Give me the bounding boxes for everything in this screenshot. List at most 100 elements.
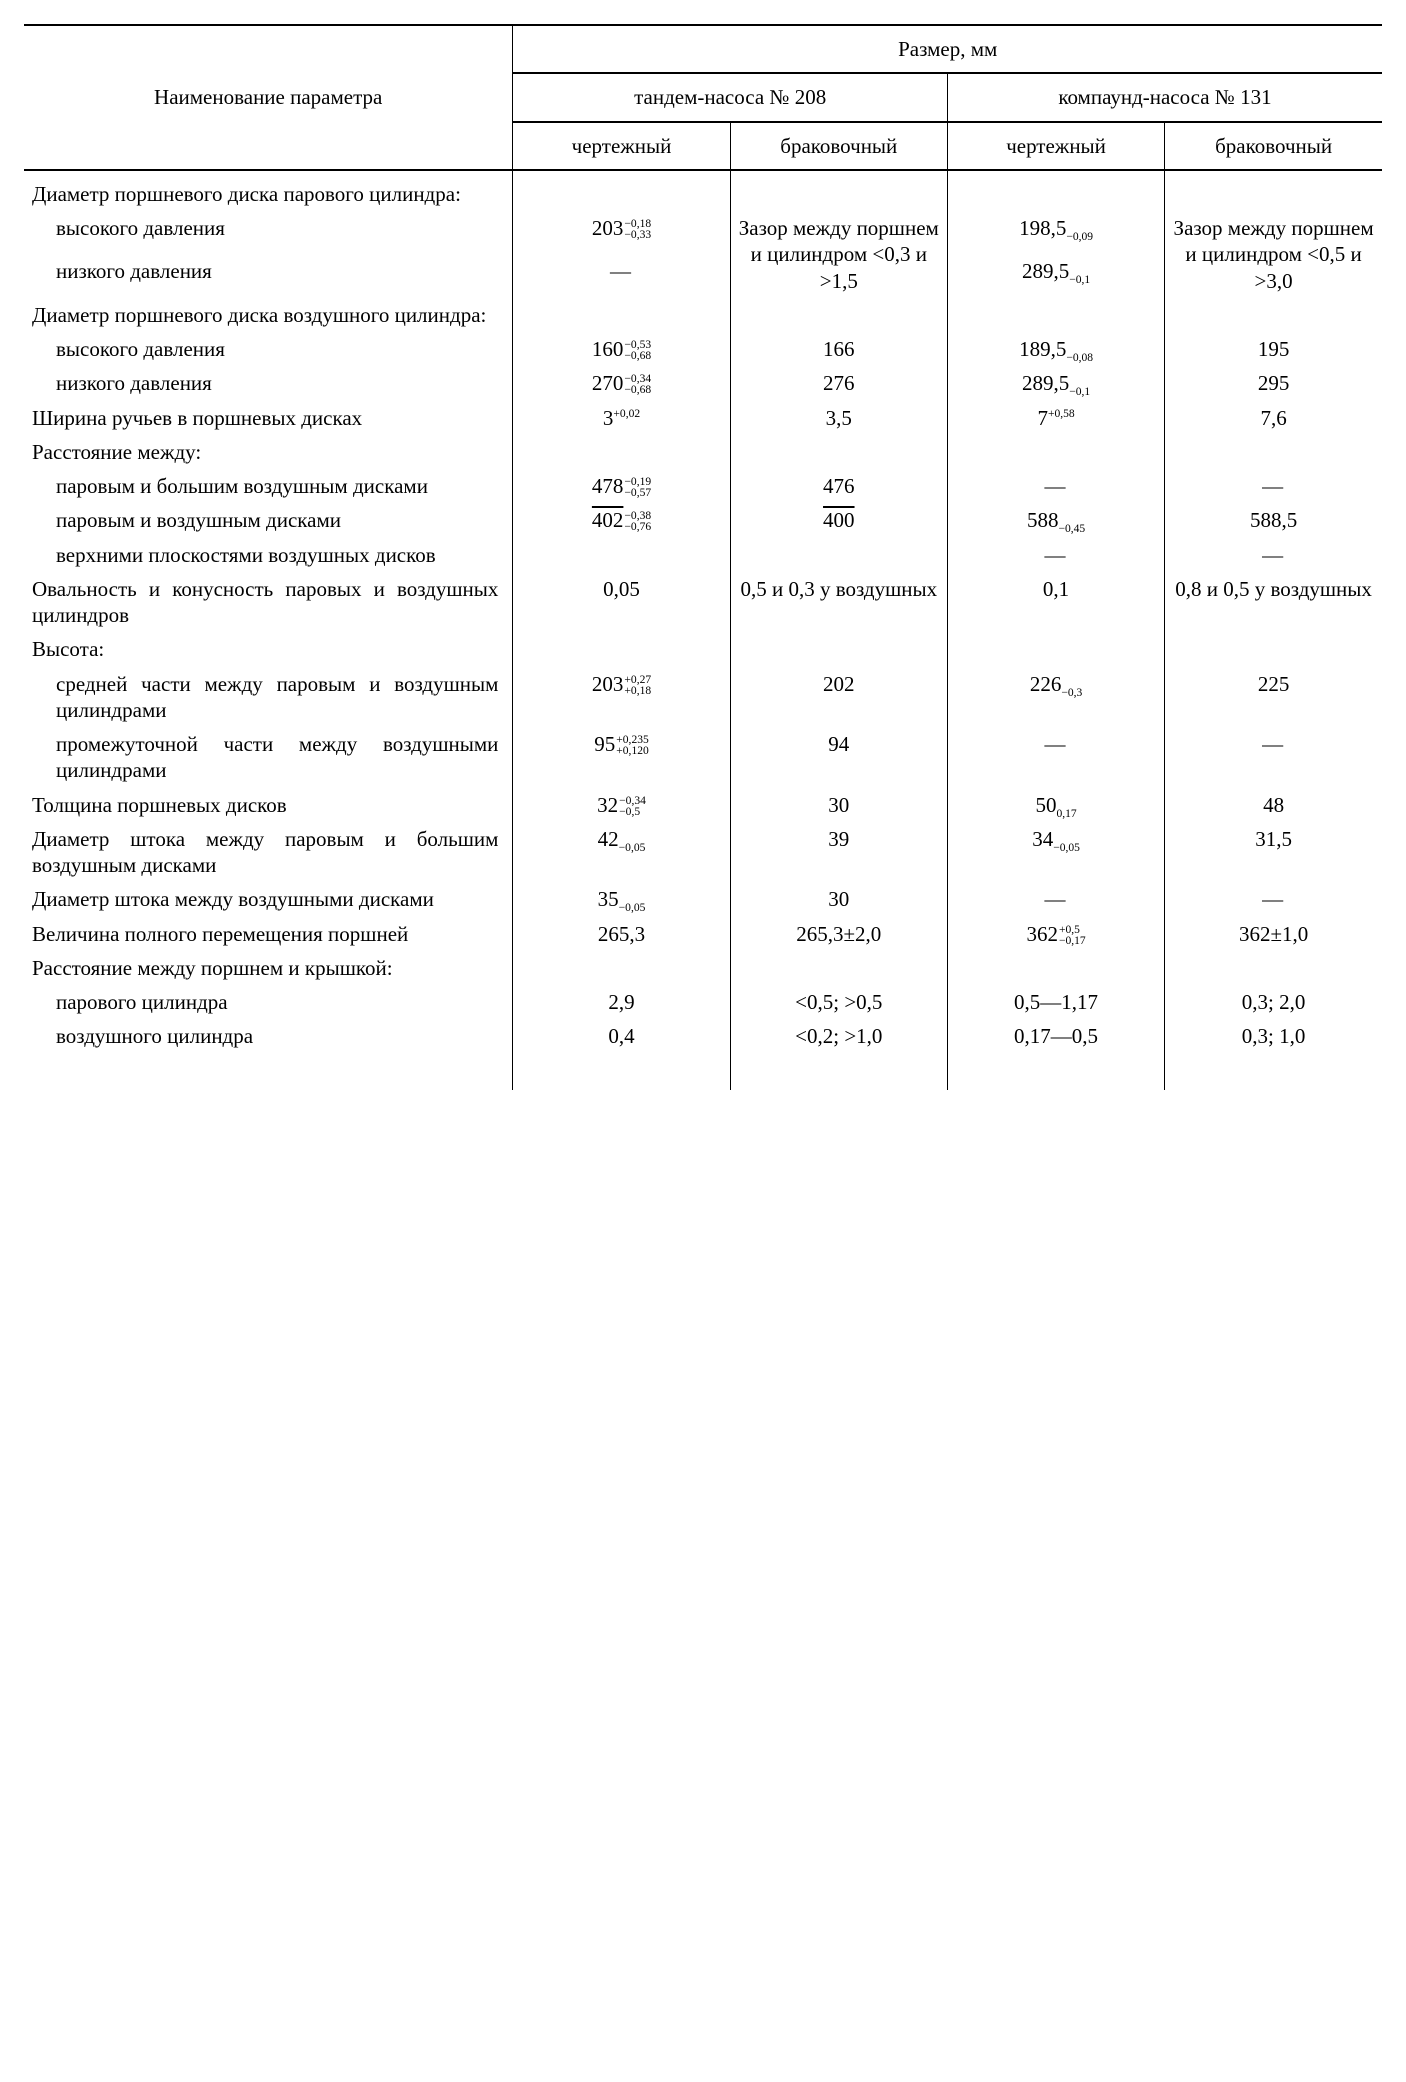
col-131-drawing: чертежный [947, 122, 1164, 170]
param-label: паровым и воздушным дисками [32, 507, 498, 533]
param-label: Диаметр штока между воздушными дисками [24, 882, 513, 916]
cell: 0,5 и 0,3 у воздушных [730, 572, 947, 633]
table-row: верхними плоскостями воздушных дисков — … [24, 538, 1382, 572]
table-row: Расстояние между: [24, 435, 1382, 469]
cell: — [1165, 538, 1382, 572]
cell: 202 [730, 667, 947, 728]
param-label: Диаметр поршневого диска воздушного цили… [24, 298, 513, 332]
table-row: Овальность и конусность паровых и воздуш… [24, 572, 1382, 633]
cell: — [947, 469, 1164, 503]
cell: — [1165, 469, 1382, 503]
cell: 295 [1165, 366, 1382, 400]
cell: — [947, 538, 1164, 572]
cell: 265,3 [513, 917, 730, 951]
table-row: Высота: [24, 632, 1382, 666]
table-row: Диаметр поршневого диска парового цилинд… [24, 170, 1382, 211]
param-label: низкого давления [32, 258, 498, 284]
cell: 35−0,05 [513, 882, 730, 916]
param-label: верхними плоскостями воздушных дисков [32, 542, 498, 568]
cell: 289,5−0,1 [947, 254, 1164, 297]
cell: 362±1,0 [1165, 917, 1382, 951]
param-label: Овальность и конусность паровых и воздуш… [24, 572, 513, 633]
parameters-table: Наименование параметра Размер, мм тандем… [24, 24, 1382, 1090]
cell: 30 [730, 788, 947, 822]
cell: 95+0,235+0,120 [513, 727, 730, 788]
param-label: Высота: [24, 632, 513, 666]
table-row: Диаметр штока между паровым и большим во… [24, 822, 1382, 883]
cell: 0,8 и 0,5 у воздушных [1165, 572, 1382, 633]
cell: 588−0,45 [947, 503, 1164, 537]
table-row: воздушного цилиндра 0,4 <0,2; >1,0 0,17—… [24, 1019, 1382, 1089]
cell: 0,5—1,17 [947, 985, 1164, 1019]
cell: — [1165, 727, 1382, 788]
param-label: промежуточной части между воздушными цил… [32, 731, 498, 784]
cell: 0,1 [947, 572, 1164, 633]
table-row: паровым и воздушным дисками 402−0,38−0,7… [24, 503, 1382, 537]
cell: 226−0,3 [947, 667, 1164, 728]
cell: 160−0,53−0,68 [513, 332, 730, 366]
col-208-reject: браковочный [730, 122, 947, 170]
cell: 3+0,02 [513, 401, 730, 435]
cell: 166 [730, 332, 947, 366]
param-label: Ширина ручьев в поршневых дисках [24, 401, 513, 435]
table-row: Диаметр поршневого диска воздушного цили… [24, 298, 1382, 332]
param-label: Расстояние между: [24, 435, 513, 469]
cell: 0,3; 1,0 [1165, 1019, 1382, 1089]
cell: 48 [1165, 788, 1382, 822]
cell: 276 [730, 366, 947, 400]
param-label: Диаметр штока между паровым и большим во… [24, 822, 513, 883]
cell: <0,5; >0,5 [730, 985, 947, 1019]
cell: 7+0,58 [947, 401, 1164, 435]
cell: — [947, 727, 1164, 788]
param-label: средней части между паровым и воздушным … [32, 671, 498, 724]
cell: 225 [1165, 667, 1382, 728]
col-size: Размер, мм [513, 25, 1382, 73]
param-label: низкого давления [32, 370, 498, 396]
cell: 289,5−0,1 [947, 366, 1164, 400]
col-pump131: компаунд-насоса № 131 [947, 73, 1382, 121]
table-row: Величина полного перемещения поршней 265… [24, 917, 1382, 951]
col-208-drawing: чертежный [513, 122, 730, 170]
table-row: низкого давления 270−0,34−0,68 276 289,5… [24, 366, 1382, 400]
cell: 31,5 [1165, 822, 1382, 883]
cell: 203+0,27+0,18 [513, 667, 730, 728]
param-label: высокого давления [32, 215, 498, 241]
param-label: Толщина поршневых дисков [24, 788, 513, 822]
table-row: высокого давления 160−0,53−0,68 166 189,… [24, 332, 1382, 366]
table-row: Диаметр штока между воздушными дисками 3… [24, 882, 1382, 916]
cell: 500,17 [947, 788, 1164, 822]
cell: 3,5 [730, 401, 947, 435]
cell: 7,6 [1165, 401, 1382, 435]
cell: 362+0,5−0,17 [947, 917, 1164, 951]
cell: 2,9 [513, 985, 730, 1019]
cell: 198,5−0,09 [947, 211, 1164, 254]
col-131-reject: браковочный [1165, 122, 1382, 170]
cell: 32−0,34−0,5 [513, 788, 730, 822]
cell: 94 [730, 727, 947, 788]
cell: <0,2; >1,0 [730, 1019, 947, 1089]
cell: 42−0,05 [513, 822, 730, 883]
table-row: паровым и большим воздушным дисками 478−… [24, 469, 1382, 503]
cell: 203−0,18−0,33 [513, 211, 730, 254]
table-row: Ширина ручьев в поршневых дисках 3+0,02 … [24, 401, 1382, 435]
cell: 476 [730, 469, 947, 503]
param-label: воздушного цилиндра [32, 1023, 498, 1049]
cell: 0,3; 2,0 [1165, 985, 1382, 1019]
param-label: паровым и большим воздушным дисками [32, 473, 498, 499]
cell: 0,17—0,5 [947, 1019, 1164, 1089]
cell: — [947, 882, 1164, 916]
param-label: Расстояние между поршнем и крышкой: [24, 951, 513, 985]
cell: — [513, 254, 730, 297]
cell: 402−0,38−0,76 [513, 503, 730, 537]
cell: 0,05 [513, 572, 730, 633]
table-row: промежуточной части между воздушными цил… [24, 727, 1382, 788]
cell: 0,4 [513, 1019, 730, 1089]
cell: 39 [730, 822, 947, 883]
cell: 34−0,05 [947, 822, 1164, 883]
param-label: парового цилиндра [32, 989, 498, 1015]
cell: 265,3±2,0 [730, 917, 947, 951]
table-row: Расстояние между поршнем и крышкой: [24, 951, 1382, 985]
cell: 588,5 [1165, 503, 1382, 537]
cell: 270−0,34−0,68 [513, 366, 730, 400]
col-param: Наименование параметра [24, 25, 513, 170]
